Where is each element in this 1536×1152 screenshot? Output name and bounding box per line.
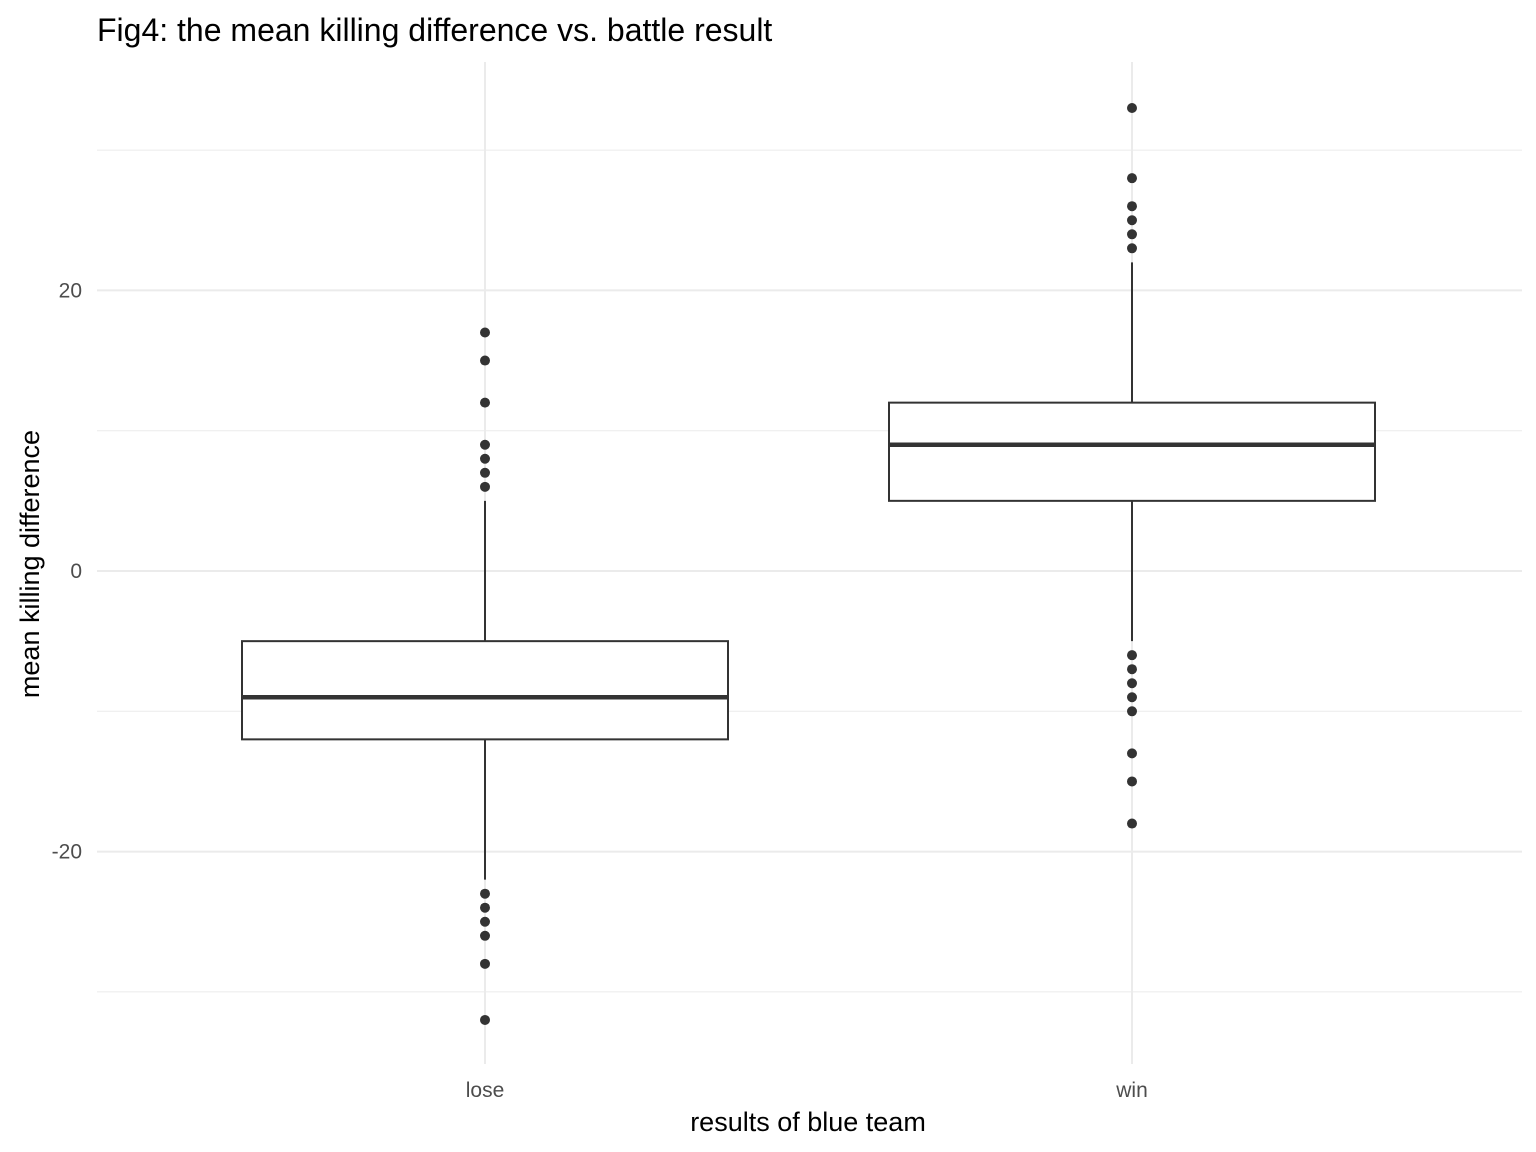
outlier-point xyxy=(480,439,490,450)
x-tick-label-win: win xyxy=(1115,1079,1148,1102)
outlier-point xyxy=(480,888,490,899)
outlier-point xyxy=(1127,706,1137,717)
outlier-point xyxy=(480,1014,490,1025)
x-axis-title: results of blue team xyxy=(690,1107,926,1137)
outlier-point xyxy=(1127,748,1137,759)
outlier-point xyxy=(1127,215,1137,226)
y-tick-label: -20 xyxy=(52,841,82,864)
grid-lines xyxy=(97,62,1522,1064)
outlier-point xyxy=(1127,243,1137,254)
outlier-point xyxy=(480,327,490,338)
outlier-point xyxy=(1127,678,1137,689)
y-axis-title: mean killing difference xyxy=(15,430,45,698)
y-tick-label: 0 xyxy=(70,560,82,583)
outlier-point xyxy=(1127,650,1137,661)
y-tick-label: 20 xyxy=(59,279,82,302)
outlier-point xyxy=(1127,201,1137,212)
box-win xyxy=(888,103,1376,829)
outlier-point xyxy=(1127,103,1137,114)
outlier-point xyxy=(480,481,490,492)
outlier-point xyxy=(1127,229,1137,240)
iqr-box xyxy=(888,401,1376,502)
iqr-box xyxy=(241,640,729,741)
outlier-point xyxy=(480,355,490,366)
outlier-point xyxy=(480,467,490,478)
boxplot-boxes xyxy=(241,103,1376,1025)
outlier-point xyxy=(480,958,490,969)
outlier-point xyxy=(1127,818,1137,829)
outlier-point xyxy=(1127,776,1137,787)
outlier-point xyxy=(480,397,490,408)
outlier-point xyxy=(1127,692,1137,703)
outlier-point xyxy=(480,902,490,913)
box-lose xyxy=(241,327,729,1025)
tick-labels: -20 0 20 lose win xyxy=(52,279,1148,1102)
outlier-point xyxy=(480,930,490,941)
x-tick-label-lose: lose xyxy=(466,1079,505,1102)
outlier-point xyxy=(1127,664,1137,675)
outlier-point xyxy=(1127,173,1137,184)
chart-title: Fig4: the mean killing difference vs. ba… xyxy=(97,12,772,48)
outlier-point xyxy=(480,916,490,927)
outlier-point xyxy=(480,453,490,464)
